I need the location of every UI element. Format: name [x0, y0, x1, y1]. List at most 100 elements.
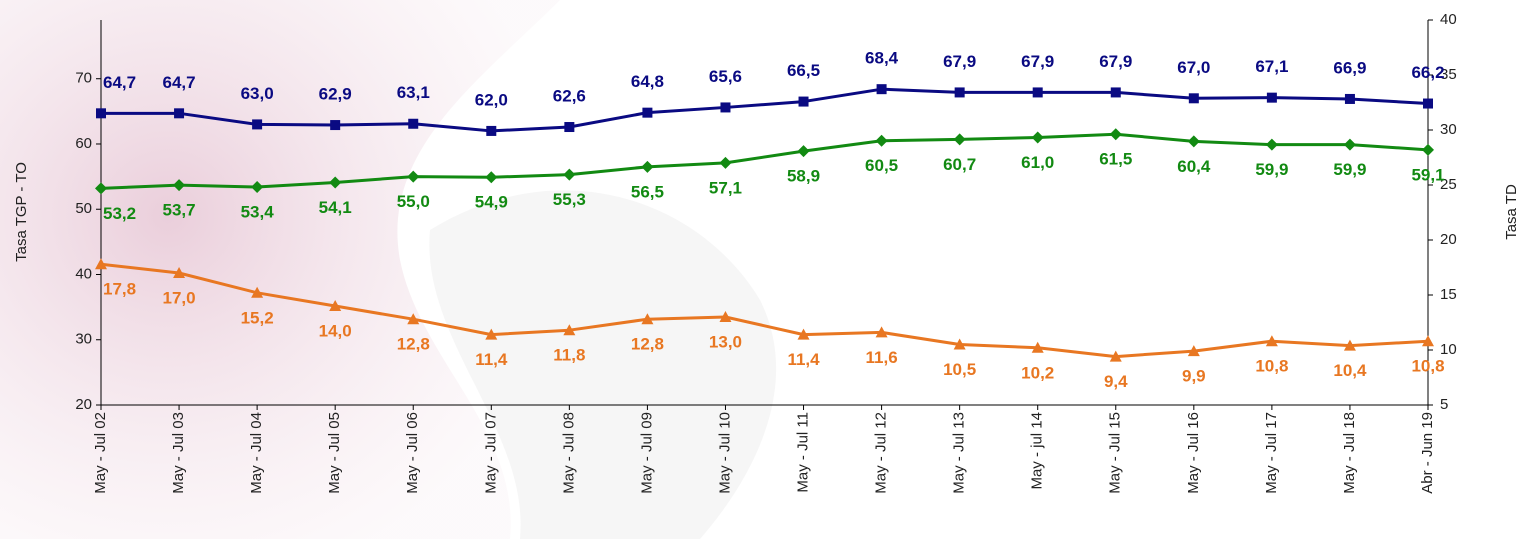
data-label: 11,6 [866, 348, 898, 367]
marker [1343, 339, 1356, 351]
data-label: 67,9 [943, 52, 976, 71]
data-label: 14,0 [319, 321, 352, 340]
x-tick-label: May - Jul 12 [873, 412, 890, 494]
marker [875, 134, 888, 147]
data-label: 58,9 [787, 167, 820, 186]
data-label: 12,8 [631, 335, 664, 354]
marker [954, 87, 965, 98]
y-tick-label: 60 [75, 135, 92, 152]
y-tick-label: 20 [75, 396, 92, 413]
marker [641, 160, 654, 173]
data-label: 63,1 [397, 83, 430, 102]
marker [1109, 350, 1122, 362]
series-line [101, 87, 1429, 133]
data-label: 12,8 [397, 335, 430, 354]
y2-tick-label: 15 [1440, 286, 1457, 303]
marker [1031, 131, 1044, 144]
x-tick-label: May - Jul 17 [1263, 412, 1280, 494]
series-line [100, 132, 1429, 190]
data-label: 59,9 [1255, 160, 1288, 179]
data-label: 59,9 [1333, 160, 1366, 179]
marker [797, 328, 810, 340]
data-label: 67,0 [1177, 58, 1210, 77]
marker [953, 133, 966, 146]
data-label: 66,2 [1411, 63, 1444, 82]
data-label: 68,4 [865, 49, 899, 68]
data-label: 60,7 [943, 155, 976, 174]
data-label: 64,8 [631, 72, 664, 91]
x-tick-label: Abr - Jun 19 [1419, 412, 1436, 494]
marker [563, 324, 576, 336]
x-tick-label: May - Jul 05 [326, 412, 343, 494]
data-label: 55,0 [397, 192, 430, 211]
x-tick-label: May - Jul 15 [1107, 412, 1124, 494]
marker [642, 107, 653, 118]
marker [1343, 138, 1356, 151]
x-tick-label: May - Jul 08 [560, 412, 577, 494]
x-tick-label: May - Jul 16 [1185, 412, 1202, 494]
marker [1423, 98, 1433, 109]
marker [720, 102, 731, 113]
marker [329, 300, 342, 311]
data-label: 13,0 [709, 332, 742, 351]
y-tick-label: 70 [75, 70, 92, 87]
marker [407, 170, 420, 183]
data-label: 63,0 [241, 84, 274, 103]
data-label: 15,2 [241, 308, 274, 327]
marker [173, 179, 186, 192]
x-tick-label: May - Jul 06 [404, 412, 421, 494]
marker [1187, 345, 1200, 357]
marker [1422, 335, 1434, 347]
marker [719, 311, 732, 322]
y2-tick-label: 25 [1440, 176, 1457, 193]
marker [875, 326, 888, 338]
x-tick-label: May - Jul 02 [92, 412, 109, 494]
x-tick-label: May - Jul 11 [794, 412, 811, 493]
data-label: 67,9 [1099, 52, 1132, 71]
data-label: 61,5 [1099, 150, 1132, 169]
data-label: 65,6 [709, 67, 742, 86]
data-label: 11,4 [475, 350, 508, 369]
background-swirl [0, 0, 560, 539]
marker [564, 122, 575, 133]
marker [876, 84, 887, 95]
y-tick-label: 50 [75, 200, 92, 217]
data-label: 60,4 [1177, 157, 1211, 176]
marker [1422, 143, 1434, 156]
x-tick-label: May - Jul 13 [951, 412, 968, 494]
data-label: 66,5 [787, 61, 820, 80]
data-label: 62,0 [475, 90, 508, 109]
x-tick-label: May - Jul 18 [1341, 412, 1358, 494]
y2-tick-label: 40 [1440, 11, 1457, 28]
y2-tick-label: 30 [1440, 121, 1457, 138]
data-label: 64,7 [163, 73, 196, 92]
data-label: 67,9 [1021, 52, 1054, 71]
data-label: 9,9 [1182, 367, 1206, 386]
y2-tick-label: 35 [1440, 66, 1457, 83]
data-label: 54,9 [475, 193, 508, 212]
marker [486, 125, 497, 136]
data-label: 10,2 [1021, 363, 1054, 382]
y2-tick-label: 20 [1440, 231, 1457, 248]
marker [641, 313, 654, 325]
marker [1266, 92, 1277, 103]
marker [1188, 93, 1199, 104]
data-label: 62,9 [319, 85, 352, 104]
data-label: 10,5 [943, 360, 976, 379]
data-label: 11,8 [553, 346, 585, 365]
data-label: 67,1 [1255, 57, 1288, 76]
data-label: 54,1 [319, 198, 352, 217]
data-label: 53,2 [103, 204, 136, 223]
marker [1031, 341, 1044, 353]
marker [797, 145, 810, 158]
data-label: 66,9 [1333, 58, 1366, 77]
data-label: 17,0 [163, 288, 196, 307]
data-label: 62,6 [553, 87, 586, 106]
marker [251, 286, 264, 298]
x-tick-label: May - Jul 04 [248, 412, 265, 494]
marker [407, 313, 420, 325]
marker [174, 108, 185, 119]
y-axis-title: Tasa TGP - TO [13, 162, 30, 262]
marker [252, 119, 263, 130]
marker [95, 258, 107, 270]
